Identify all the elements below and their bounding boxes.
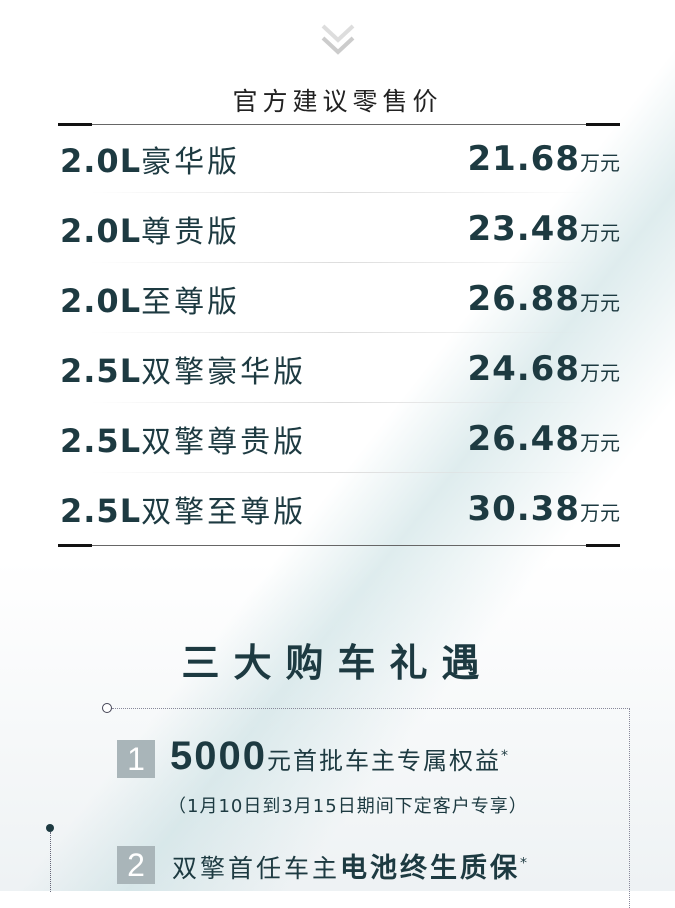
model-name: 2.5L双擎豪华版 (60, 347, 306, 391)
line-cap-right (586, 544, 620, 547)
gift-number-badge: 2 (117, 846, 155, 884)
price-row: 2.0L至尊版 26.88万元 (60, 274, 620, 324)
gifts-frame (112, 708, 630, 908)
price: 23.48万元 (467, 209, 620, 249)
table-bottom-line (58, 545, 620, 546)
trim: 双擎至尊版 (141, 495, 307, 530)
line-cap-left (58, 123, 92, 126)
trim: 豪华版 (141, 145, 241, 180)
frame-ring-marker (102, 703, 112, 713)
price-unit: 万元 (580, 431, 620, 455)
trim: 至尊版 (141, 285, 241, 320)
price: 26.88万元 (467, 279, 620, 319)
price-value: 26.88 (467, 279, 580, 319)
engine: 2.0L (60, 212, 142, 250)
price-value: 24.68 (467, 349, 580, 389)
price-row: 2.0L尊贵版 23.48万元 (60, 204, 620, 254)
model-name: 2.0L尊贵版 (60, 207, 240, 251)
table-top-line (58, 124, 620, 125)
gift-2-text: 双擎首任车主 (172, 854, 341, 883)
trim: 尊贵版 (141, 215, 241, 250)
row-separator (90, 402, 590, 403)
price-value: 30.38 (467, 489, 580, 529)
gift-2-highlight: 电池终生质保 (340, 853, 521, 884)
gift-number-badge: 1 (117, 740, 155, 778)
price-unit: 万元 (580, 501, 620, 525)
asterisk: * (520, 855, 531, 872)
timeline-line (50, 832, 51, 892)
engine: 2.5L (60, 352, 142, 390)
row-separator (90, 262, 590, 263)
trim: 双擎尊贵版 (141, 425, 307, 460)
price-unit: 万元 (580, 361, 620, 385)
price: 30.38万元 (467, 489, 620, 529)
engine: 2.5L (60, 492, 142, 530)
price-row: 2.5L双擎豪华版 24.68万元 (60, 344, 620, 394)
timeline-dot (46, 824, 54, 832)
price-value: 23.48 (467, 209, 580, 249)
price-unit: 万元 (580, 151, 620, 175)
asterisk: * (500, 748, 510, 764)
row-separator (90, 472, 590, 473)
gift-2: 双擎首任车主电池终生质保* (172, 846, 530, 885)
model-name: 2.5L双擎至尊版 (60, 487, 306, 531)
engine: 2.5L (60, 422, 142, 460)
model-name: 2.0L豪华版 (60, 137, 240, 181)
price-unit: 万元 (580, 291, 620, 315)
trim: 双擎豪华版 (141, 355, 307, 390)
row-separator (90, 332, 590, 333)
model-name: 2.0L至尊版 (60, 277, 240, 321)
gifts-title: 三大购车礼遇 (181, 641, 494, 685)
price-row: 2.0L豪华版 21.68万元 (60, 134, 620, 184)
price-title: 官方建议零售价 (232, 87, 443, 116)
gift-1-text: 元首批车主专属权益 (266, 747, 501, 775)
price-row: 2.5L双擎至尊版 30.38万元 (60, 484, 620, 534)
price-value: 21.68 (467, 139, 580, 179)
gift-1-amount: 5000 (170, 734, 267, 778)
price: 24.68万元 (467, 349, 620, 389)
gift-1: 5000元首批车主专属权益* (170, 734, 510, 779)
model-name: 2.5L双擎尊贵版 (60, 417, 306, 461)
double-chevron-down-icon (321, 24, 355, 55)
line-cap-right (586, 123, 620, 126)
row-separator (90, 192, 590, 193)
price-row: 2.5L双擎尊贵版 26.48万元 (60, 414, 620, 464)
price: 21.68万元 (467, 139, 620, 179)
engine: 2.0L (60, 142, 142, 180)
price-unit: 万元 (580, 221, 620, 245)
line-cap-left (58, 544, 92, 547)
price: 26.48万元 (467, 419, 620, 459)
price-value: 26.48 (467, 419, 580, 459)
engine: 2.0L (60, 282, 142, 320)
gift-1-note: （1月10日到3月15日期间下定客户专享） (168, 796, 528, 817)
